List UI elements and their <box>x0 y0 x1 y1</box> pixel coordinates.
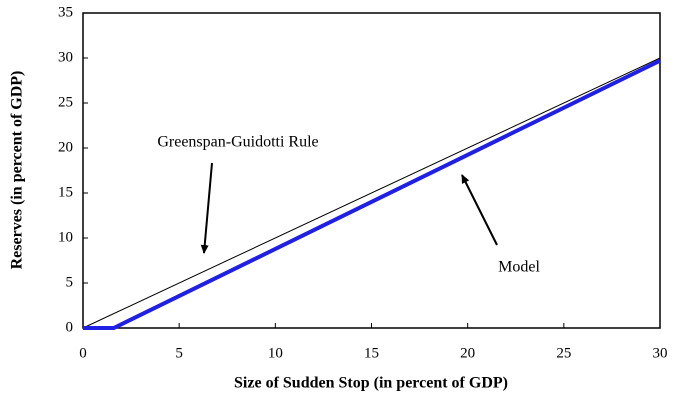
y-tick-label: 15 <box>58 184 73 200</box>
x-tick-label: 30 <box>653 345 668 361</box>
y-tick-label: 30 <box>58 49 73 65</box>
x-axis-title: Size of Sudden Stop (in percent of GDP) <box>234 375 508 392</box>
y-tick-label: 10 <box>58 229 73 245</box>
annotation: Greenspan-Guidotti Rule <box>157 134 318 151</box>
x-tick-label: 5 <box>175 345 183 361</box>
x-tick-label: 20 <box>460 345 475 361</box>
annotation-arrow <box>200 162 213 254</box>
annotation: Model <box>498 259 540 276</box>
series-line <box>83 58 661 330</box>
y-tick-label: 20 <box>58 139 73 155</box>
series-line <box>82 57 661 329</box>
x-tick-label: 10 <box>268 345 283 361</box>
y-tick-label: 0 <box>66 319 74 335</box>
y-tick-label: 5 <box>66 274 74 290</box>
y-tick-label: 35 <box>58 4 73 20</box>
annotation-arrow <box>461 174 498 246</box>
x-tick-label: 15 <box>364 345 379 361</box>
x-tick-label: 0 <box>79 345 87 361</box>
y-tick-label: 25 <box>58 94 73 110</box>
plot-frame <box>82 12 661 329</box>
x-tick-label: 25 <box>556 345 571 361</box>
y-axis-title: Reserves (in percent of GDP) <box>9 71 26 270</box>
